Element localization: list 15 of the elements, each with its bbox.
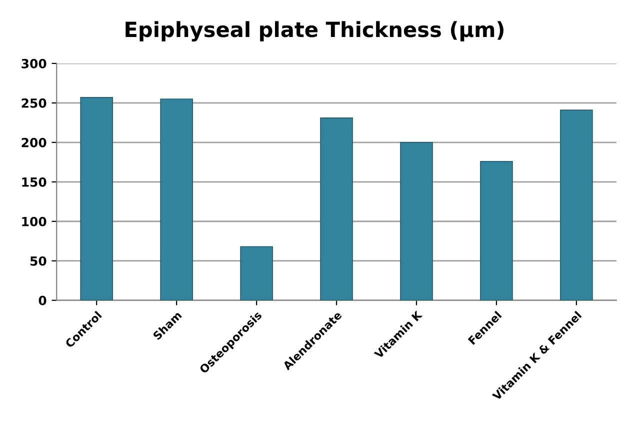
bar <box>560 110 593 300</box>
y-tick-label: 100 <box>22 216 46 226</box>
y-tick-label: 250 <box>22 98 46 108</box>
bar <box>240 246 273 300</box>
bar <box>320 118 353 300</box>
y-tick-label: 50 <box>30 256 46 266</box>
bar <box>80 96 114 300</box>
y-tick-label: 200 <box>22 138 46 148</box>
bar <box>160 98 193 300</box>
y-tick-label: 300 <box>22 58 46 68</box>
bar <box>400 142 433 300</box>
bar <box>480 160 513 300</box>
y-tick-label: 0 <box>38 296 46 306</box>
chart-title: Epiphyseal plate Thickness (µm) <box>126 21 504 42</box>
y-tick-label: 150 <box>22 177 46 187</box>
